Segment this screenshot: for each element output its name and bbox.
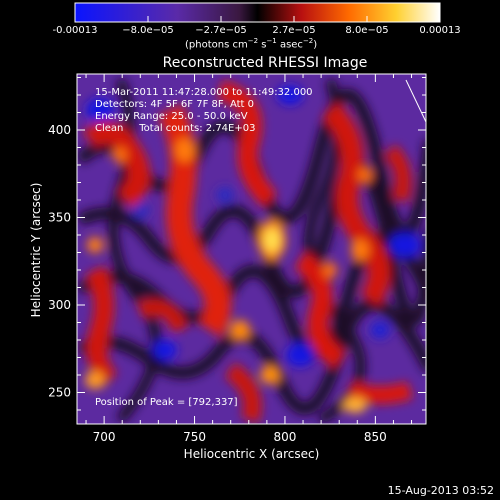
units-part: asec <box>276 39 303 51</box>
annotation-time-range: 15-Mar-2011 11:47:28.000 to 11:49:32.000 <box>95 87 313 98</box>
units-part: ) <box>313 39 318 51</box>
corner-mark <box>405 79 427 123</box>
colorbar-tick-label: −8.0e−05 <box>122 25 174 36</box>
plot-frame <box>76 73 427 425</box>
y-tick-label: 300 <box>48 298 71 312</box>
y-axis-label: Heliocentric Y (arcsec) <box>29 182 43 318</box>
y-tick-label: 350 <box>48 211 71 225</box>
units-part: (photons cm <box>185 39 248 51</box>
colorbar <box>74 2 441 23</box>
colorbar-tick-label: 2.7e−05 <box>272 25 316 36</box>
units-sup: −1 <box>266 37 277 45</box>
axis-tick-labels: 700 750 800 850 250 300 350 400 <box>48 123 387 444</box>
units-sup: −2 <box>247 37 259 45</box>
annotation-detectors: Detectors: 4F 5F 6F 7F 8F, Att 0 <box>95 99 255 110</box>
axis-ticks <box>77 74 426 424</box>
units-sup: −2 <box>302 37 314 45</box>
x-tick-label: 800 <box>274 430 297 444</box>
x-axis-label: Heliocentric X (arcsec) <box>183 447 320 461</box>
x-tick-label: 850 <box>364 430 387 444</box>
units-part: s <box>258 39 267 51</box>
annotation-clean-counts: Clean Total counts: 2.74E+03 <box>95 123 256 134</box>
annotation-energy-range: Energy Range: 25.0 - 50.0 keV <box>95 111 248 122</box>
annotation-peak-position: Position of Peak = [792,337] <box>95 397 238 408</box>
footer-timestamp: 15-Aug-2013 03:52 <box>387 484 494 497</box>
y-tick-label: 250 <box>48 386 71 400</box>
colorbar-units-label: (photons cm−2 s−1 asec−2) <box>185 37 317 50</box>
y-tick-label: 400 <box>48 123 71 137</box>
colorbar-tick-label: -0.00013 <box>52 25 98 36</box>
colorbar-ticks <box>74 16 441 22</box>
x-tick-label: 700 <box>93 430 116 444</box>
x-tick-label: 750 <box>183 430 206 444</box>
colorbar-tick-label: 0.00013 <box>419 25 461 36</box>
colorbar-tick-label: −2.7e−05 <box>195 25 247 36</box>
chart-title: Reconstructed RHESSI Image <box>162 55 368 71</box>
heatmap-image <box>77 74 426 424</box>
colorbar-tick-label: 8.0e−05 <box>345 25 389 36</box>
colorbar-gradient <box>74 2 441 23</box>
